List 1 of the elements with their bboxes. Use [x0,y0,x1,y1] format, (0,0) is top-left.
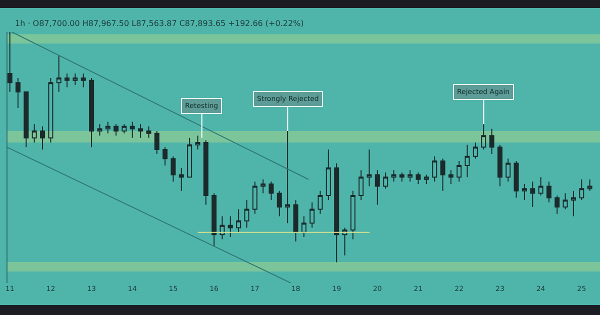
text: 1h · O87,700.00 H87,967.50 L87,563.87 C87,893.65 +192.66 (+0.22%) [15,19,304,28]
